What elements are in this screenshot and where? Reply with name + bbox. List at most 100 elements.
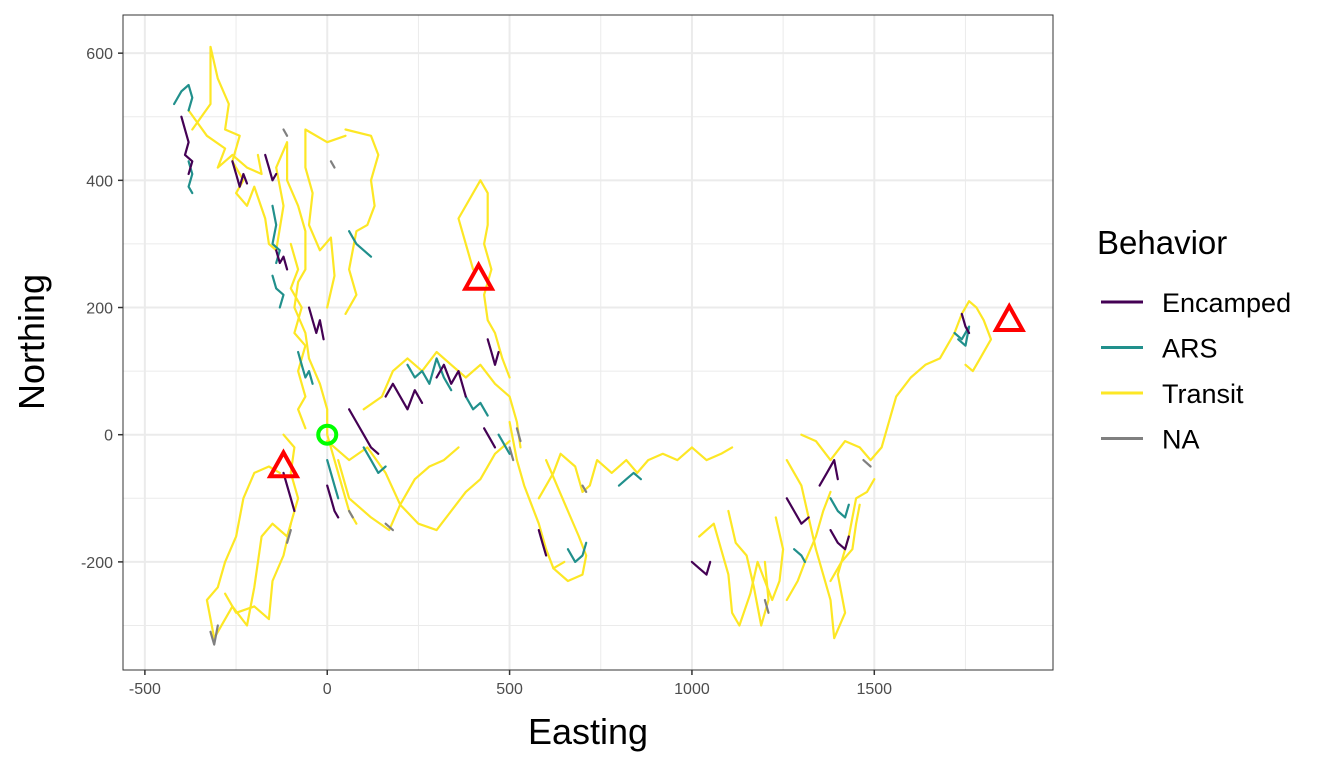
- track-segment-transit: [224, 522, 292, 621]
- track-segment-na: [515, 427, 522, 443]
- legend-label: NA: [1162, 425, 1200, 455]
- track-segment-transit: [362, 350, 522, 449]
- track-segment-encamped: [435, 363, 467, 398]
- legend-entry: ARS: [1101, 334, 1218, 364]
- track-segment-encamped: [483, 427, 497, 449]
- track-segment-encamped: [180, 115, 194, 176]
- track-segment-transit: [785, 490, 832, 602]
- x-tick-label: 1500: [856, 681, 892, 698]
- y-tick-label: -200: [81, 555, 113, 572]
- track-segment-encamped: [690, 560, 712, 576]
- plot-border: [122, 14, 1054, 671]
- track-segment-transit: [205, 433, 300, 640]
- track-segment-transit: [829, 503, 861, 583]
- track-segment-transit: [187, 109, 263, 176]
- track-segment-encamped: [818, 459, 839, 487]
- x-axis: -500 0 500 1000 1500: [129, 670, 892, 698]
- track-segment-ars: [406, 357, 453, 392]
- track-segment-encamped: [307, 306, 325, 341]
- track-segment-transit: [307, 357, 358, 525]
- markers-layer: [266, 260, 1026, 479]
- track-segment-transit: [344, 128, 380, 315]
- track-segment-ars: [617, 471, 643, 487]
- track-segment-transit: [337, 446, 460, 532]
- legend-label: Encamped: [1162, 288, 1291, 318]
- series-layer: [173, 45, 993, 646]
- track-segment-encamped: [275, 249, 289, 271]
- legend-title: Behavior: [1097, 224, 1227, 261]
- y-tick-label: 400: [86, 173, 113, 190]
- track-segment-transit: [508, 420, 566, 570]
- track-segment-transit: [457, 179, 511, 379]
- plot-background: [123, 15, 1053, 670]
- track-segment-ars: [792, 548, 807, 564]
- track-segment-na: [508, 446, 515, 462]
- track-segment-na: [209, 624, 219, 646]
- track-segment-transit: [304, 128, 347, 309]
- track-segment-transit: [698, 516, 785, 627]
- triangle-marker: [266, 448, 301, 479]
- legend-label: Transit: [1162, 379, 1244, 409]
- track-segment-ars: [297, 350, 314, 385]
- track-segment-encamped: [384, 382, 424, 411]
- track-segment-na: [763, 598, 770, 614]
- legend: Behavior Encamped ARS Transit NA: [1097, 224, 1291, 455]
- track-segment-encamped: [231, 160, 249, 188]
- track-segment-ars: [953, 325, 971, 347]
- track-segment-encamped: [486, 338, 500, 366]
- legend-entry: Transit: [1101, 379, 1244, 409]
- track-segment-encamped: [537, 528, 548, 557]
- series-ars: [173, 83, 971, 564]
- y-axis: -200 0 200 400 600: [81, 46, 123, 572]
- legend-entry: NA: [1101, 425, 1200, 455]
- track-segment-ars: [566, 541, 588, 564]
- track-segment-na: [286, 528, 292, 544]
- track-segment-transit: [289, 242, 307, 430]
- track-segment-transit: [537, 446, 734, 500]
- track-segment-na: [384, 522, 394, 532]
- track-segment-encamped: [960, 312, 971, 335]
- track-segment-transit: [727, 509, 770, 627]
- track-segment-ars: [271, 274, 285, 309]
- y-tick-label: 200: [86, 301, 113, 318]
- legend-entries: Encamped ARS Transit NA: [1101, 288, 1291, 455]
- track-segment-transit: [800, 300, 993, 462]
- track-segment-na: [862, 459, 872, 468]
- series-encamped: [180, 115, 971, 576]
- track-segment-na: [348, 509, 354, 519]
- track-segment-encamped: [785, 497, 810, 525]
- x-tick-label: 0: [323, 681, 332, 698]
- legend-label: ARS: [1162, 334, 1218, 364]
- triangle-marker: [461, 260, 496, 291]
- track-segment-encamped: [348, 408, 380, 455]
- y-tick-label: 600: [86, 46, 113, 63]
- track-segment-ars: [464, 395, 489, 417]
- y-tick-label: 0: [104, 428, 113, 445]
- circle-marker: [316, 423, 339, 446]
- track-segment-ars: [497, 433, 511, 455]
- triangle-marker: [992, 302, 1026, 333]
- track-segment-ars: [348, 230, 373, 258]
- track-segment-transit: [544, 459, 588, 583]
- y-axis-title: Northing: [11, 274, 52, 410]
- x-tick-label: 1000: [674, 681, 710, 698]
- track-segment-encamped: [282, 471, 296, 513]
- x-tick-label: 500: [496, 681, 523, 698]
- x-axis-title: Easting: [528, 711, 648, 752]
- track-segment-ars: [173, 83, 194, 112]
- series-na: [209, 128, 872, 646]
- track-segment-ars: [829, 497, 850, 519]
- track-segment-na: [329, 160, 336, 169]
- track-segment-encamped: [264, 153, 278, 182]
- legend-entry: Encamped: [1101, 288, 1291, 318]
- track-segment-encamped: [829, 528, 850, 551]
- x-tick-label: -500: [129, 681, 161, 698]
- track-segment-na: [581, 484, 588, 493]
- series-transit: [187, 45, 993, 640]
- track-segment-ars: [362, 446, 387, 474]
- track-segment-transit: [191, 45, 311, 360]
- track-segment-ars: [326, 459, 340, 500]
- track-segment-ars: [271, 204, 281, 265]
- track-segment-na: [282, 128, 289, 137]
